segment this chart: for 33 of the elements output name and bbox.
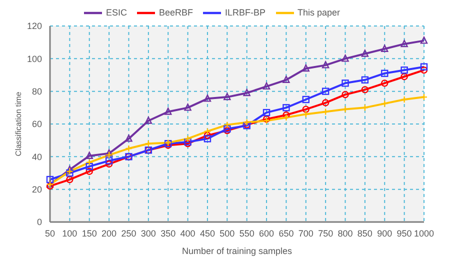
y-tick-label: 0 <box>36 217 42 228</box>
x-tick-label: 950 <box>396 228 412 238</box>
x-tick-label: 750 <box>318 228 334 238</box>
x-tick-label: 300 <box>140 228 156 238</box>
x-tick-label: 650 <box>278 228 294 238</box>
x-tick-label: 800 <box>338 228 353 238</box>
y-tick-label: 120 <box>26 21 42 32</box>
x-tick-label: 450 <box>200 228 215 238</box>
x-tick-label: 350 <box>160 228 176 238</box>
x-tick-label: 250 <box>121 228 136 238</box>
y-tick-label: 20 <box>32 184 42 195</box>
x-tick-label: 600 <box>259 228 274 238</box>
y-tick-label: 80 <box>32 86 42 97</box>
x-tick-label: 400 <box>180 228 196 238</box>
legend-label: ESIC <box>106 7 127 18</box>
x-axis-title: Number of training samples <box>182 246 293 256</box>
x-tick-label: 700 <box>298 228 314 238</box>
legend-label: This paper <box>298 7 340 18</box>
x-tick-label: 1000 <box>414 228 434 238</box>
y-tick-label: 100 <box>26 54 42 64</box>
y-axis-title: Classification time <box>14 91 23 156</box>
x-tick-label: 500 <box>220 228 235 238</box>
x-tick-label: 900 <box>377 228 392 238</box>
legend-label: BeeRBF <box>158 7 193 18</box>
x-tick-label: 100 <box>62 228 78 238</box>
x-tick-label: 150 <box>82 228 97 238</box>
legend-label: ILRBF-BP <box>224 7 266 18</box>
y-tick-label: 40 <box>32 152 42 162</box>
x-tick-label: 50 <box>44 228 56 238</box>
y-tick-label: 60 <box>32 119 42 130</box>
x-tick-label: 200 <box>102 228 117 238</box>
x-tick-label: 550 <box>239 228 254 238</box>
x-tick-label: 850 <box>357 228 372 238</box>
